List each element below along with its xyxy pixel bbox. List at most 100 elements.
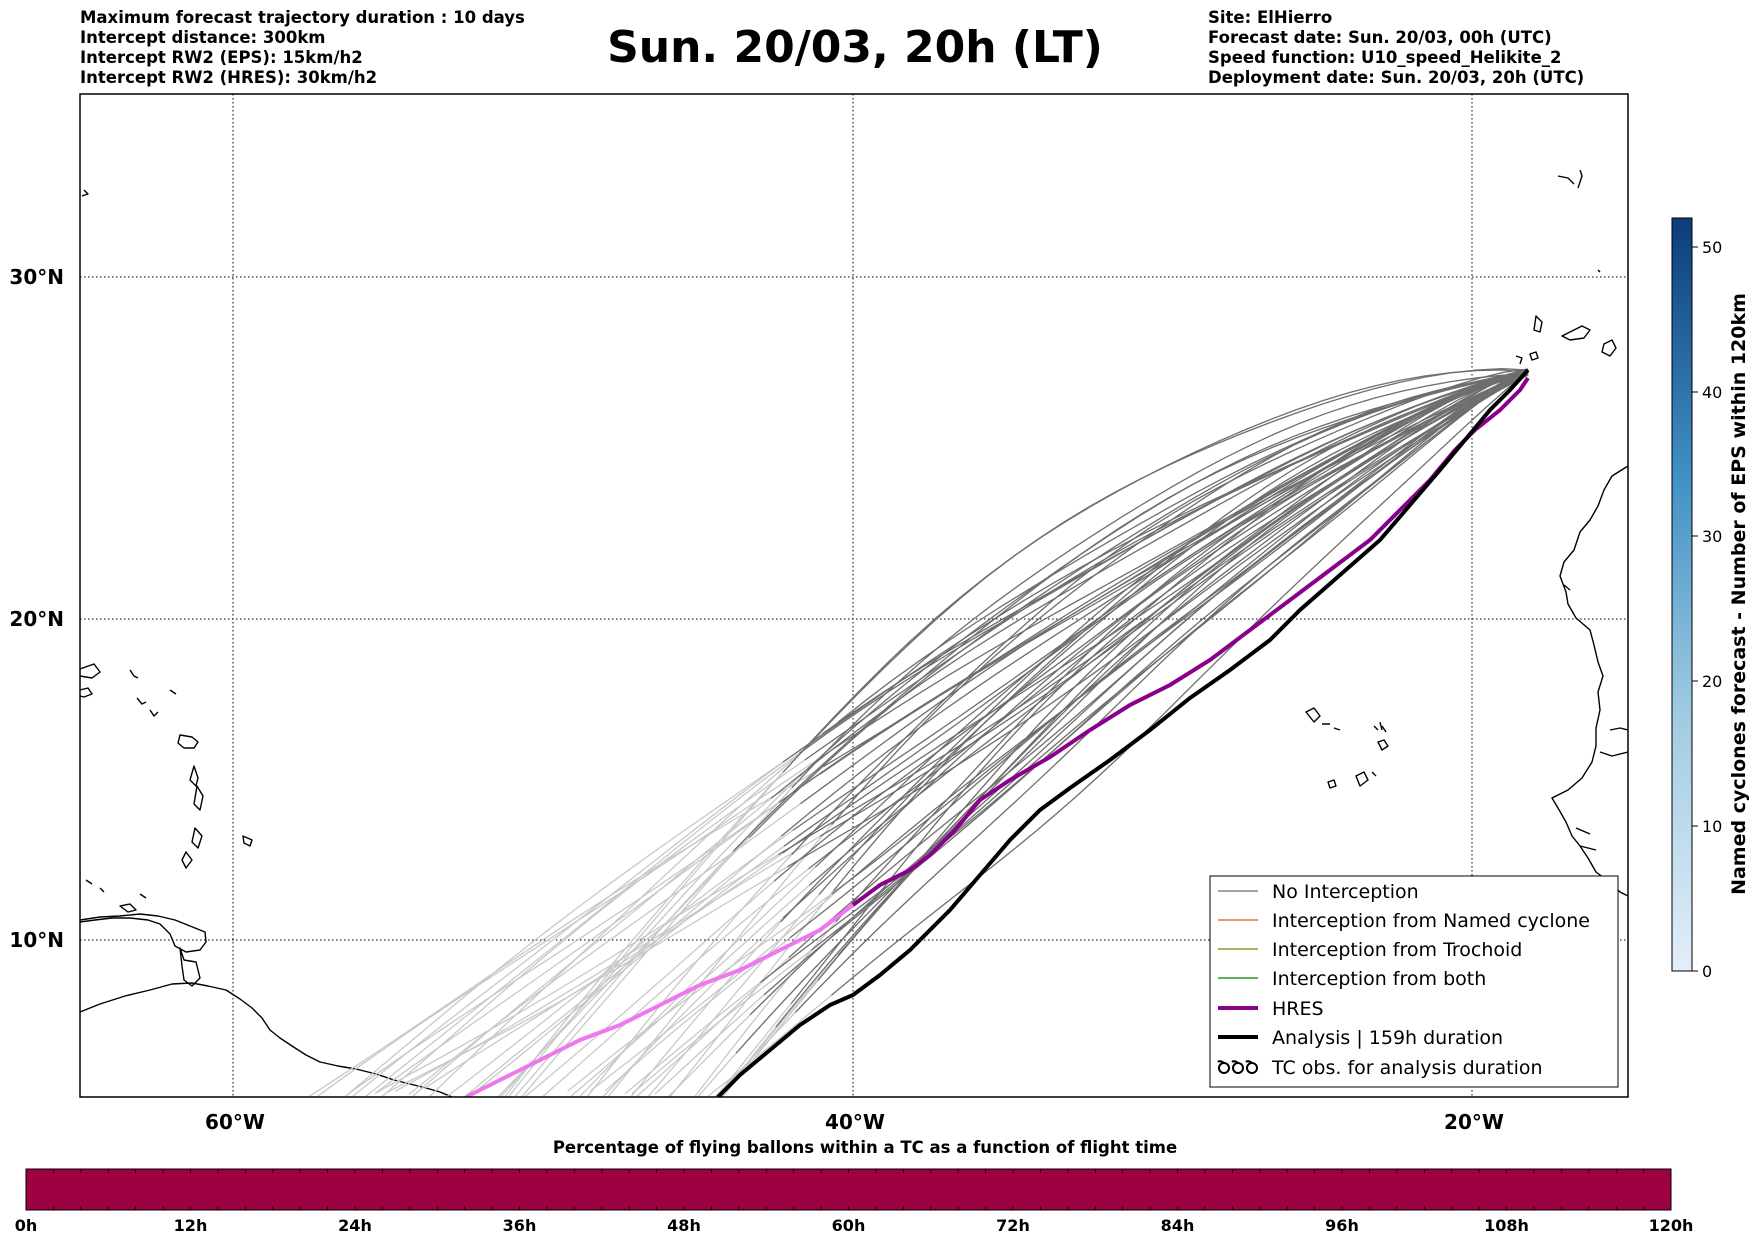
la-palma-coast [1533,315,1543,333]
lon-label-40w: 40°W [825,1110,885,1134]
lat-label-10n: 10°N [9,928,64,952]
ensemble-member-trajectory-early [423,852,783,1090]
ensemble-member-trajectory [831,374,1529,826]
tc-symbol-icon [1217,1060,1258,1074]
ensemble-member-trajectory [735,368,1529,1054]
ensemble-member-trajectory-early [586,854,793,1097]
svg-text:50: 50 [1702,238,1722,257]
percentage-bar-tick-label: 108h [1484,1216,1529,1235]
ensemble-member-trajectory [782,368,1529,919]
percentage-bar-tick-label: 24h [338,1216,372,1235]
forecast-parameters: Maximum forecast trajectory duration : 1… [80,8,525,88]
percentage-bar-tick-label: 0h [15,1216,38,1235]
ensemble-member-trajectory-early [410,797,772,1097]
legend-item-tc-obs: TC obs. for analysis duration [1217,1057,1543,1079]
ensemble-member-trajectory-early [696,1052,737,1097]
legend: No Interception Interception from Named … [1209,875,1619,1088]
percentage-bar-tick-label: 84h [1161,1216,1195,1235]
ensemble-member-trajectory-early [607,824,833,1097]
legend-label: HRES [1272,998,1324,1020]
ensemble-member-trajectory [819,370,1529,775]
forecast-date: Forecast date: Sun. 20/03, 00h (UTC) [1208,28,1552,47]
legend-item-trochoid: Interception from Trochoid [1218,939,1522,961]
ensemble-member-trajectory [818,373,1529,895]
ensemble-member-trajectory [773,374,1529,882]
legend-item-no-interception: No Interception [1218,881,1419,903]
ensemble-member-trajectory-early [445,829,794,1097]
ensemble-member-trajectory-early [693,921,837,1097]
trinidad-coast [179,947,201,987]
map-border [79,93,1629,1098]
ensemble-member-trajectory [770,370,1529,799]
colorbar-gradient [1671,217,1693,972]
ensemble-member-trajectory-early [541,868,809,1097]
martinique-coast [193,785,204,811]
legend-item-named-cyclone: Interception from Named cyclone [1218,910,1590,932]
percentage-bar: 0h 12h 24h 36h 48h 60h 72h 84h 96h 108h 120h [15,1168,1694,1235]
ensemble-member-trajectory-early [507,771,784,1097]
legend-item-both: Interception from both [1218,968,1486,990]
cape-verde-south-coast [1327,771,1377,789]
legend-label: TC obs. for analysis duration [1271,1057,1543,1079]
ensemble-member-trajectory-early [343,761,784,1097]
ensemble-member-trajectory-early [629,921,782,1097]
deployment-date: Deployment date: Sun. 20/03, 20h (UTC) [1208,68,1585,87]
ensemble-member-trajectory-early [707,994,832,1097]
svg-text:30: 30 [1702,527,1722,546]
param-intercept-distance: Intercept distance: 300km [80,28,326,47]
hispaniola-coast [80,913,207,953]
ensemble-member-trajectory [733,371,1529,852]
ensemble-member-trajectory [791,368,1529,855]
ensemble-member-trajectory-early [307,765,824,1097]
ensemble-member-trajectory [788,372,1529,959]
percentage-bar-tick-label: 60h [832,1216,866,1235]
ensemble-member-trajectory-early [523,880,775,1097]
percentage-bar-tick-label: 72h [996,1216,1030,1235]
ensemble-member-trajectory [830,369,1529,751]
legend-item-hres: HRES [1218,998,1324,1020]
ensemble-member-trajectory-early [654,994,765,1095]
legend-label: Interception from both [1272,968,1486,990]
ensemble-member-trajectory-early [463,835,782,1097]
ensemble-trajectories [733,368,1529,1054]
legend-item-analysis: Analysis | 159h duration [1218,1027,1503,1049]
legend-label: Analysis | 159h duration [1272,1027,1503,1049]
lat-label-30n: 30°N [9,265,64,289]
cape-verde-north-coast [1305,707,1387,733]
ensemble-member-trajectory [805,368,1529,748]
svg-text:0: 0 [1702,962,1712,981]
hres-trajectory-early [465,903,855,1097]
ensemble-member-trajectory-early [374,853,779,1094]
ensemble-member-trajectory [760,368,1529,983]
barbados-coast [242,835,253,847]
param-intercept-hres: Intercept RW2 (HRES): 30km/h2 [80,68,378,87]
ensemble-member-trajectory-early [428,721,839,1097]
ensemble-member-trajectory [833,373,1529,892]
percentage-bar-fill [25,1168,1672,1211]
colorbar-tick-0: 0 [1692,962,1712,981]
ensemble-member-trajectory [830,371,1529,996]
axis-labels: 30°N 20°N 10°N 60°W 40°W 20°W [9,265,1504,1134]
legend-label: Interception from Trochoid [1272,939,1522,961]
st-vincent-coast [181,851,193,869]
percentage-bar-tick-label: 120h [1649,1216,1694,1235]
colorbar-label: Named cyclones forecast - Number of EPS … [1728,293,1750,895]
tenerife-coast [1561,325,1591,341]
ensemble-member-trajectory [775,368,1529,1028]
ensemble-member-trajectory-early [713,1012,796,1097]
ensemble-member-trajectory-early [347,773,821,1095]
svg-text:40: 40 [1702,383,1722,402]
west-africa-islands [1563,584,1628,851]
south-america-coast [80,982,453,1097]
ensemble-member-trajectory-early [569,884,810,1097]
selvagens-coast [1597,269,1601,273]
colorbar-tick-20: 20 [1692,672,1722,691]
virgin-islands-coast [80,687,93,698]
ensemble-member-trajectory [778,374,1529,856]
dominica-coast [189,765,199,787]
leeward-islands-coast [129,669,177,717]
param-intercept-eps: Intercept RW2 (EPS): 15km/h2 [80,48,363,67]
grenada-coast [119,903,137,913]
madeira-coast [1557,169,1583,189]
